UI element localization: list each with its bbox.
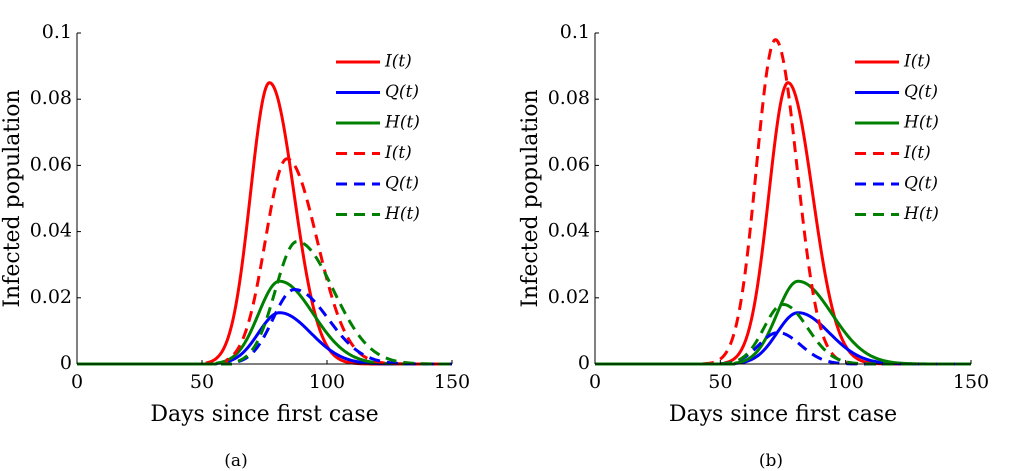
legend-label-b-0: I(t) <box>903 52 931 72</box>
legend-b: I(t) Q(t) H(t) I(t) Q(t) H(t) <box>855 52 939 224</box>
y-tick-label-b-4: 0.08 <box>548 87 590 109</box>
y-tick-label-b-3: 0.06 <box>548 153 590 175</box>
panel-a: 0 50 100 150 0 0.02 0.04 0.06 0.08 0.1 Days since … <box>0 21 470 427</box>
legend-label-b-2: H(t) <box>903 113 939 133</box>
y-tick-label-b-5: 0.1 <box>560 21 590 43</box>
x-axis-title-b: Days since first case <box>669 402 897 427</box>
legend-label-b-5: H(t) <box>903 204 939 224</box>
legend-a: I(t) Q(t) H(t) I(t) Q(t) H(t) <box>336 52 420 224</box>
y-tick-label-b-2: 0.04 <box>548 220 590 242</box>
legend-label-a-0: I(t) <box>384 52 412 72</box>
series-line-b-1 <box>594 311 972 366</box>
x-tick-label-a-0: 0 <box>71 371 83 393</box>
y-tick-label-b-0: 0 <box>578 352 590 374</box>
y-tick-label-a-1: 0.02 <box>30 286 72 308</box>
y-tick-label-a-5: 0.1 <box>42 21 72 43</box>
x-tick-label-b-1: 50 <box>708 371 732 393</box>
x-tick-label-b-3: 150 <box>953 371 989 393</box>
legend-label-a-2: H(t) <box>384 113 420 133</box>
y-tick-label-a-3: 0.06 <box>30 153 72 175</box>
series-line-a-1 <box>76 311 453 366</box>
x-tick-label-b-0: 0 <box>589 371 601 393</box>
legend-label-b-1: Q(t) <box>904 82 938 102</box>
y-tick-label-a-2: 0.04 <box>30 220 72 242</box>
x-axis-title-a: Days since first case <box>150 402 378 427</box>
x-tick-label-b-2: 100 <box>828 371 864 393</box>
legend-label-b-3: I(t) <box>903 143 931 163</box>
legend-label-b-4: Q(t) <box>904 174 938 194</box>
y-tick-label-b-1: 0.02 <box>548 286 590 308</box>
x-tick-label-a-1: 50 <box>190 371 214 393</box>
legend-label-a-3: I(t) <box>384 143 412 163</box>
y-tick-label-a-0: 0 <box>60 352 72 374</box>
series-line-b-4 <box>594 331 972 366</box>
legend-label-a-5: H(t) <box>384 204 420 224</box>
caption-a: (a) <box>224 451 247 471</box>
y-axis-title-b: Infected population <box>518 89 543 307</box>
legend-label-a-1: Q(t) <box>385 82 419 102</box>
legend-label-a-4: Q(t) <box>385 174 419 194</box>
y-axis-title-a: Infected population <box>0 89 25 307</box>
panel-b: 0 50 100 150 0 0.02 0.04 0.06 0.08 0.1 Days since … <box>518 21 989 427</box>
caption-b: (b) <box>759 451 783 471</box>
y-tick-label-a-4: 0.08 <box>30 87 72 109</box>
x-tick-label-a-3: 150 <box>434 371 470 393</box>
x-tick-label-a-2: 100 <box>309 371 345 393</box>
